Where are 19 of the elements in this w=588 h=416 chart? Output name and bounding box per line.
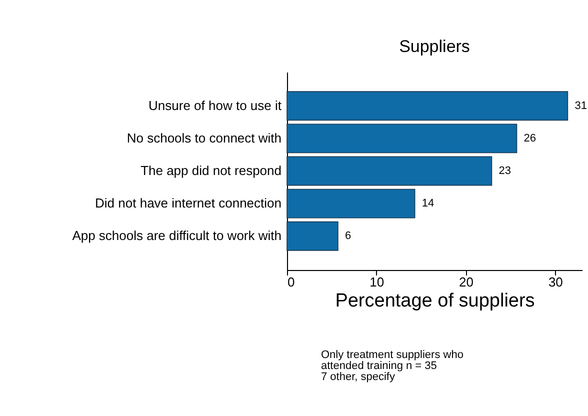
data-label: 14 — [422, 198, 434, 210]
data-label: 6 — [344, 230, 352, 242]
data-label: 26 — [524, 132, 536, 144]
text: Only treatment suppliers who — [321, 349, 464, 361]
x-tick-label: 0 — [288, 274, 295, 290]
text: attended training n = 35 — [321, 360, 437, 372]
y-tick-label: Unsure of how to use it — [148, 98, 282, 113]
y-tick-label: No schools to connect with — [126, 130, 282, 146]
y-tick-label: The app did not respond — [140, 163, 282, 178]
y-tick-label: Did not have internet connection — [95, 196, 282, 211]
chart-title: Suppliers — [399, 37, 470, 56]
data-label: 31 — [574, 100, 587, 112]
x-axis-title: Percentage of suppliers — [335, 290, 535, 312]
y-tick-label: App schools are difficult to work with — [72, 228, 282, 244]
data-label: 23 — [498, 165, 511, 177]
x-tick-label: 20 — [459, 274, 474, 290]
x-tick-label: 30 — [548, 274, 563, 290]
x-tick-label: 10 — [370, 274, 384, 290]
text: 7 other, specify — [321, 371, 396, 383]
